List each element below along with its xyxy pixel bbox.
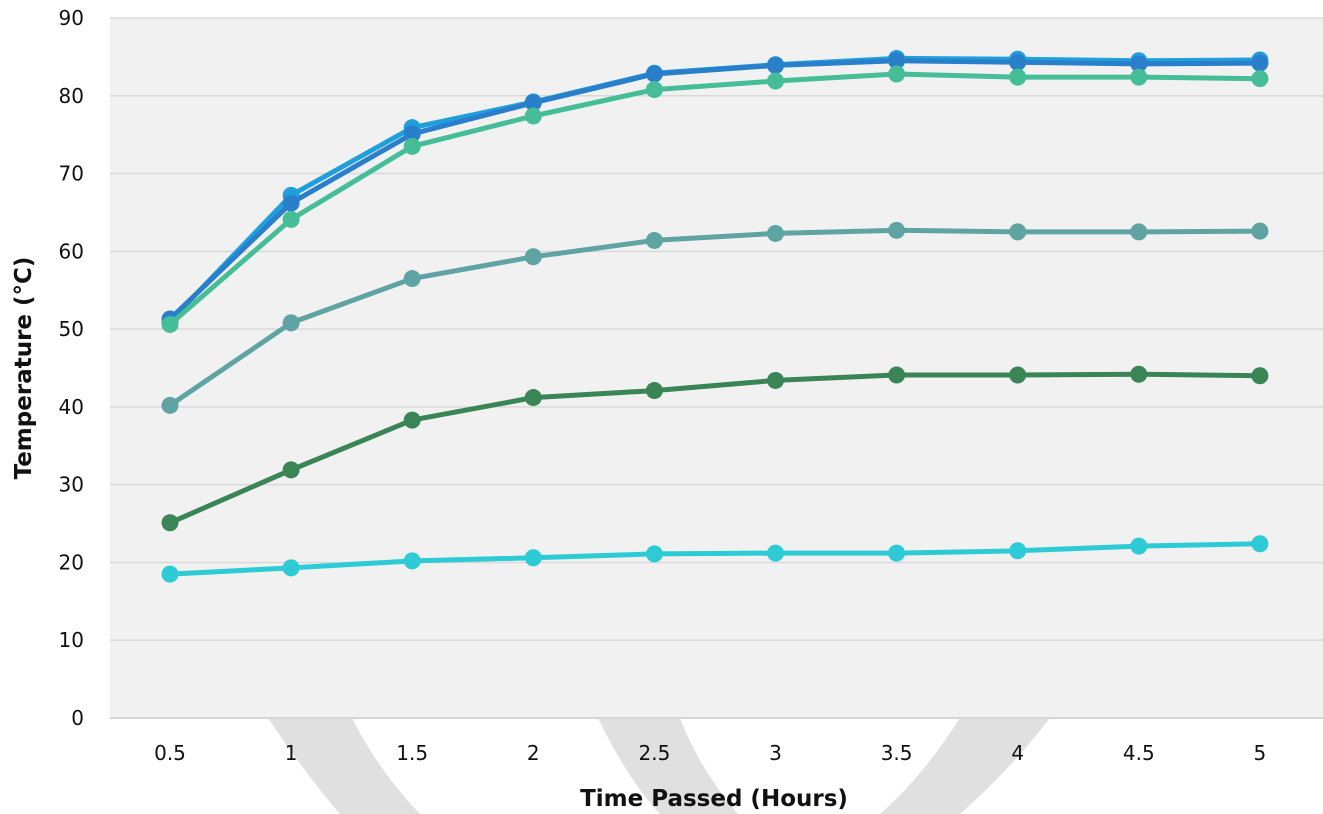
- watermark: [268, 718, 1050, 814]
- data-point: [524, 549, 542, 567]
- data-point: [645, 382, 663, 400]
- data-point: [767, 72, 784, 90]
- series-4: [161, 221, 1269, 414]
- data-point: [645, 81, 663, 99]
- data-point: [645, 65, 663, 83]
- data-point: [888, 65, 906, 83]
- series-line: [168, 71, 1260, 327]
- data-point: [403, 552, 421, 570]
- series-line: [169, 541, 1260, 577]
- data-point: [282, 194, 300, 212]
- data-point: [888, 221, 906, 239]
- gridlines: [110, 17, 1323, 641]
- y-tick-label: 10: [59, 628, 84, 652]
- data-point: [1251, 535, 1269, 553]
- data-point: [282, 461, 300, 479]
- data-point: [888, 544, 906, 562]
- data-point: [1251, 222, 1269, 240]
- x-tick-label: 0.5: [154, 741, 186, 765]
- data-point: [161, 514, 179, 532]
- x-tick-label: 1: [285, 741, 298, 765]
- y-tick-label: 40: [59, 395, 84, 419]
- data-point: [888, 52, 906, 70]
- data-point: [1130, 68, 1148, 86]
- data-point: [403, 125, 421, 143]
- y-tick-label: 70: [59, 162, 84, 186]
- series-line: [168, 58, 1260, 321]
- data-point: [767, 371, 784, 389]
- data-point: [282, 210, 300, 228]
- y-tick-label: 20: [59, 550, 84, 574]
- data-point: [524, 248, 542, 266]
- data-point: [645, 231, 663, 249]
- y-tick-label: 50: [59, 317, 84, 341]
- series-2: [161, 52, 1269, 328]
- x-tick-label: 4: [1011, 741, 1024, 765]
- x-tick-label: 2.5: [638, 741, 670, 765]
- y-tick-label: 60: [59, 239, 84, 263]
- x-tick-label: 5: [1254, 741, 1267, 765]
- x-tick-label: 1.5: [396, 741, 428, 765]
- series-6: [161, 535, 1269, 583]
- data-point: [1130, 537, 1148, 555]
- data-point: [524, 107, 542, 125]
- data-point: [403, 411, 421, 429]
- data-point: [1009, 68, 1027, 86]
- data-point: [1009, 53, 1027, 71]
- series-line: [168, 371, 1260, 526]
- data-point: [767, 544, 784, 562]
- data-point: [1009, 223, 1027, 241]
- data-point: [403, 270, 421, 288]
- data-point: [161, 315, 179, 333]
- y-tick-label: 80: [59, 84, 84, 108]
- y-tick-label: 30: [59, 473, 84, 497]
- data-point: [767, 224, 784, 242]
- data-point: [1009, 366, 1027, 384]
- data-point: [282, 314, 300, 332]
- x-tick-label: 3.5: [881, 741, 913, 765]
- x-tick-label: 3: [769, 741, 782, 765]
- data-point: [1251, 70, 1269, 88]
- data-point: [1251, 367, 1269, 385]
- data-point: [524, 389, 542, 407]
- data-point: [645, 545, 663, 563]
- data-point: [161, 565, 179, 583]
- y-tick-label: 0: [71, 706, 84, 730]
- series-5: [161, 365, 1269, 532]
- data-point: [1130, 55, 1148, 73]
- data-point: [403, 137, 421, 155]
- data-point: [1009, 542, 1027, 560]
- series-line: [168, 227, 1260, 408]
- data-point: [1130, 365, 1148, 383]
- y-axis-title: Temperature (°C): [11, 257, 37, 480]
- series-layer: [161, 49, 1269, 583]
- data-point: [1130, 223, 1148, 241]
- data-point: [767, 56, 784, 74]
- data-point: [888, 366, 906, 384]
- series-3: [161, 65, 1269, 333]
- x-tick-labels: 0.5 1 1.5 2 2.5 3 3.5 4 4.5 5: [154, 741, 1266, 765]
- y-tick-labels: 0 10 20 30 40 50 60 70 80 90: [59, 6, 84, 730]
- plot-background: [110, 18, 1323, 718]
- x-axis-title: Time Passed (Hours): [580, 786, 848, 812]
- data-point: [282, 559, 300, 577]
- x-tick-label: 2: [527, 741, 540, 765]
- y-tick-label: 90: [59, 6, 84, 30]
- x-tick-label: 4.5: [1123, 741, 1155, 765]
- data-point: [161, 396, 179, 414]
- data-point: [524, 94, 542, 112]
- data-point: [1251, 54, 1269, 72]
